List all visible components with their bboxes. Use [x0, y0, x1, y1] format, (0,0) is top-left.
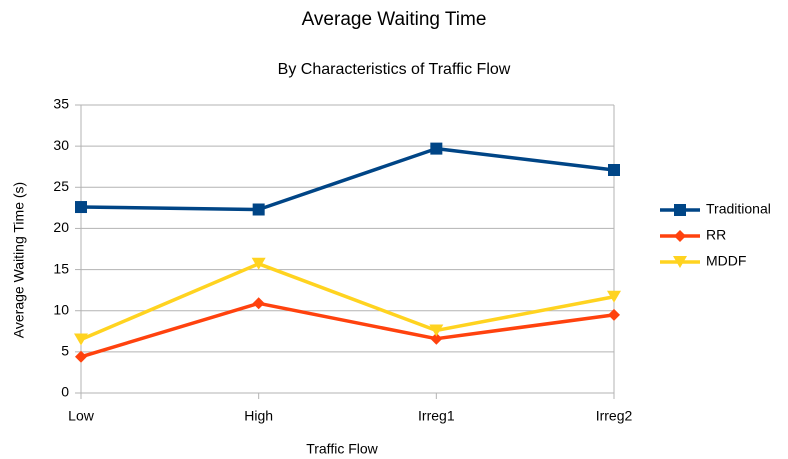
- y-tick-label: 30: [53, 137, 69, 153]
- y-tick-label: 0: [61, 384, 69, 400]
- legend-marker: [674, 204, 686, 216]
- data-point: [429, 324, 444, 337]
- y-tick-label: 5: [61, 343, 69, 359]
- data-point: [430, 332, 443, 345]
- chart-subtitle: By Characteristics of Traffic Flow: [278, 61, 511, 78]
- data-point: [75, 201, 87, 214]
- y-tick-label: 35: [53, 96, 69, 112]
- chart-title: Average Waiting Time: [302, 9, 487, 30]
- series-line: [80, 262, 615, 342]
- y-tick-label: 10: [53, 301, 69, 317]
- data-point: [74, 333, 88, 346]
- data-point: [607, 290, 621, 303]
- data-point: [608, 308, 620, 321]
- series-line: [80, 301, 615, 359]
- legend-label: MDDF: [706, 253, 746, 269]
- data-point: [430, 142, 443, 155]
- legend-label: Traditional: [706, 201, 771, 217]
- y-tick-label: 15: [53, 260, 69, 276]
- legend-marker: [673, 256, 687, 268]
- data-point: [251, 257, 266, 270]
- data-point: [252, 203, 265, 216]
- data-point: [75, 350, 87, 363]
- y-axis-label: Average Waiting Time (s): [11, 182, 27, 338]
- x-tick-label: High: [244, 408, 273, 424]
- x-tick-label: Irreg2: [596, 408, 633, 424]
- data-point: [608, 164, 620, 177]
- x-axis-label: Traffic Flow: [306, 441, 378, 457]
- data-point: [252, 297, 265, 310]
- legend-label: RR: [706, 227, 726, 243]
- y-tick-label: 20: [53, 219, 69, 235]
- x-tick-label: Irreg1: [418, 408, 455, 424]
- series-line: [80, 146, 615, 212]
- legend-marker: [674, 230, 686, 242]
- x-tick-label: Low: [68, 408, 95, 424]
- y-tick-label: 25: [53, 178, 69, 194]
